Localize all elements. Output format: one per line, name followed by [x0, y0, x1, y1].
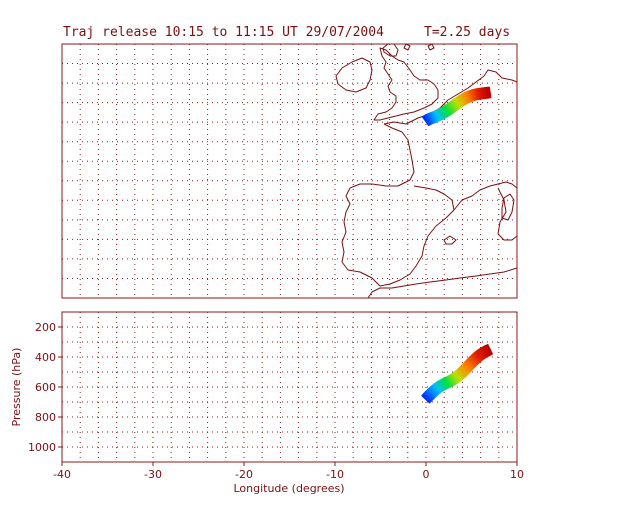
y-tick-label: 1000: [28, 441, 56, 454]
pressure-trajectory-segment: [484, 344, 489, 348]
x-tick-label: -10: [326, 468, 344, 481]
x-axis-label: Longitude (degrees): [233, 482, 344, 495]
pressure-trajectory-segment: [487, 348, 491, 352]
y-tick-label: 600: [35, 381, 56, 394]
coastline: [335, 43, 518, 299]
y-axis-label: Pressure (hPa): [10, 348, 23, 427]
y-tick-label: 400: [35, 351, 56, 364]
x-tick-label: -20: [235, 468, 253, 481]
map-trajectory-bundle: [422, 86, 492, 127]
pressure-panel: -40 -30 -20 -10 0 10 200 400 600 800 1000 Longitu…: [10, 311, 524, 495]
pressure-trajectory-segment: [489, 352, 493, 356]
map-frame: [61, 43, 518, 299]
x-tick-label: -30: [144, 468, 162, 481]
y-tick-label: 200: [35, 321, 56, 334]
pressure-trajectory-segment: [485, 346, 490, 350]
x-axis-ticks: -40 -30 -20 -10 0 10: [53, 462, 524, 481]
y-tick-label: 800: [35, 411, 56, 424]
pressure-grid: [62, 312, 517, 462]
x-tick-label: 0: [423, 468, 430, 481]
pressure-trajectory-bundle: [421, 344, 493, 404]
map-trajectory-segment: [422, 114, 426, 119]
map-panel: [61, 43, 518, 299]
pressure-trajectory-segment: [488, 350, 492, 354]
y-axis-ticks: 200 400 600 800 1000: [28, 321, 62, 454]
pressure-trajectory-segment: [487, 349, 492, 353]
pressure-trajectory-segment: [485, 345, 490, 349]
chart-title-duration: T=2.25 days: [424, 25, 510, 40]
x-tick-label: 10: [510, 468, 524, 481]
chart-title-release: Traj release 10:15 to 11:15 UT 29/07/200…: [63, 25, 384, 40]
pressure-trajectory-segment: [488, 351, 493, 355]
map-grid: [62, 44, 517, 298]
x-tick-label: -40: [53, 468, 71, 481]
pressure-trajectory-segment: [486, 347, 491, 351]
